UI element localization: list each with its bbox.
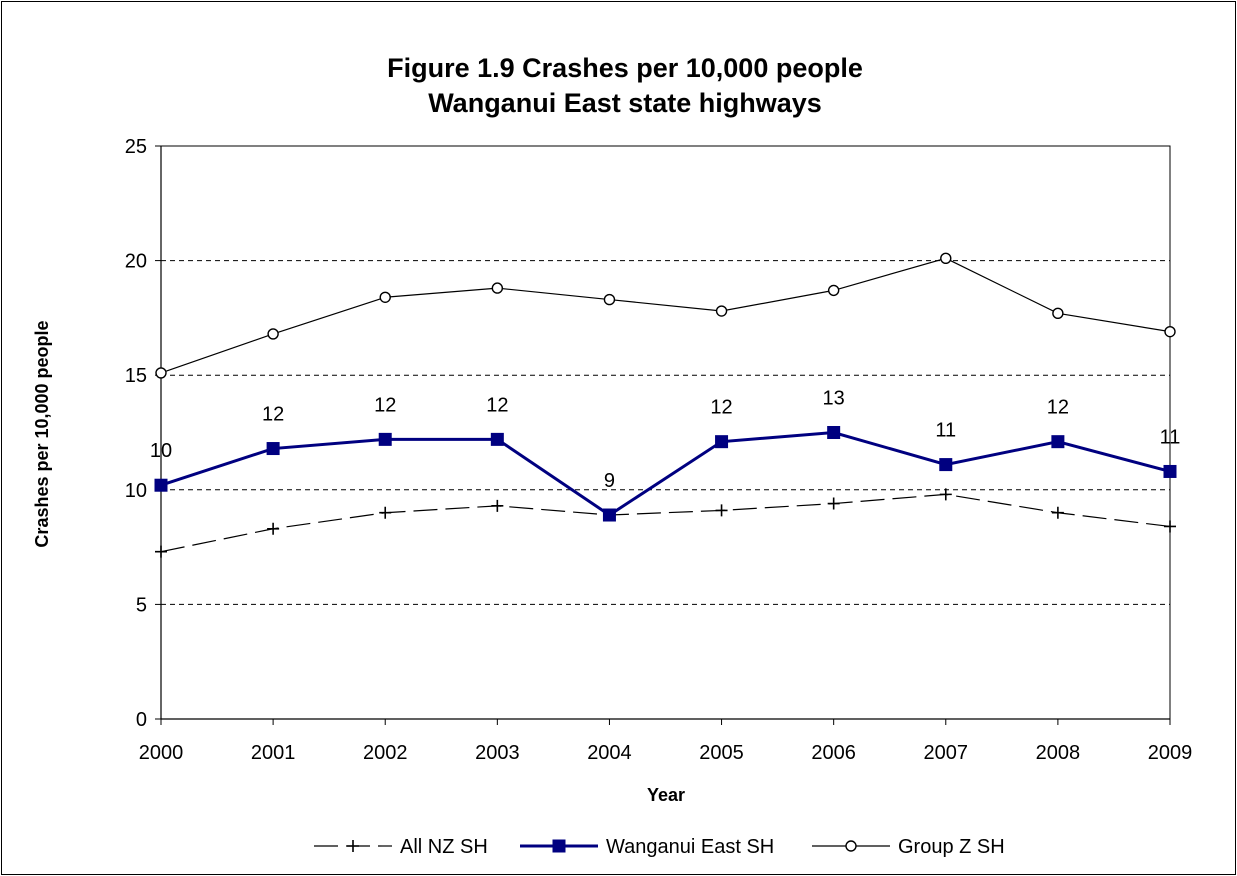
data-point-group-z-sh: [379, 291, 391, 303]
data-point-all-nz-sh: [715, 504, 728, 517]
x-axis-title: Year: [647, 785, 685, 805]
data-label: 12: [262, 404, 284, 426]
y-tick-label: 15: [125, 365, 147, 387]
chart-subtitle: Wanganui East state highways: [428, 88, 822, 118]
y-tick-label: 25: [125, 136, 147, 158]
x-tick-label: 2007: [924, 742, 969, 764]
data-point-group-z-sh: [940, 252, 952, 265]
series-line-group-z-sh: [160, 257, 1171, 374]
data-point-all-nz-sh: [939, 488, 952, 501]
data-point-wanganui-east-sh: [378, 432, 392, 446]
legend: All NZ SH Wanganui East SH Group Z SH: [314, 836, 1005, 858]
y-tick-label: 5: [136, 594, 147, 616]
y-tick-label: 0: [136, 709, 147, 731]
data-point-group-z-sh: [715, 305, 728, 317]
data-point-wanganui-east-sh: [939, 458, 953, 472]
data-point-wanganui-east-sh: [602, 508, 616, 522]
data-point-group-z-sh: [267, 328, 279, 340]
data-point-wanganui-east-sh: [1163, 464, 1177, 478]
data-point-wanganui-east-sh: [715, 435, 729, 449]
legend-marker-group-z-sh: [845, 840, 857, 852]
data-label: 12: [486, 394, 508, 416]
x-tick-label: 2002: [363, 742, 408, 764]
data-point-group-z-sh: [155, 367, 167, 379]
data-point-group-z-sh: [603, 293, 616, 306]
data-point-wanganui-east-sh: [266, 442, 280, 456]
data-label: 12: [710, 397, 732, 419]
data-point-all-nz-sh: [491, 499, 504, 512]
series-line-all-nz-sh: [160, 493, 1171, 553]
data-label: 12: [1047, 397, 1069, 419]
data-label: 9: [604, 470, 615, 492]
data-label: 10: [150, 440, 172, 462]
legend-marker-all-nz-sh: [347, 840, 359, 852]
legend-label-wanganui-east-sh: Wanganui East SH: [606, 836, 774, 858]
data-label: 11: [1160, 426, 1181, 448]
data-point-all-nz-sh: [1164, 520, 1176, 533]
x-tick-label: 2001: [251, 742, 296, 764]
x-tick-label: 2008: [1036, 742, 1081, 764]
legend-label-group-z-sh: Group Z SH: [898, 836, 1005, 858]
legend-marker-wanganui-east-sh: [552, 839, 566, 853]
x-tick-label: 2009: [1148, 742, 1193, 764]
data-point-all-nz-sh: [827, 497, 840, 510]
series-line-wanganui-east-sh: [160, 430, 1171, 517]
x-tick-label: 2005: [699, 742, 744, 764]
data-label: 13: [823, 388, 845, 410]
x-tick-label: 2003: [475, 742, 520, 764]
data-point-all-nz-sh: [1051, 506, 1064, 519]
data-label: 12: [374, 394, 396, 416]
data-point-all-nz-sh: [379, 506, 392, 519]
y-tick-label: 20: [125, 251, 147, 273]
y-tick-label: 10: [125, 480, 147, 502]
legend-label-all-nz-sh: All NZ SH: [400, 836, 488, 858]
chart-title: Figure 1.9 Crashes per 10,000 people: [387, 53, 863, 83]
data-point-all-nz-sh: [267, 522, 280, 535]
data-point-group-z-sh: [491, 282, 504, 294]
x-tick-label: 2004: [587, 742, 632, 764]
plot-border: [160, 145, 1171, 720]
plot-area: 0 5 10 15 20 25 2000 2001 2002 2003 2004 2005 2006 20…: [125, 136, 1193, 764]
data-point-wanganui-east-sh: [490, 432, 504, 446]
data-point-group-z-sh: [1164, 325, 1176, 338]
data-point-all-nz-sh: [155, 545, 167, 558]
data-point-wanganui-east-sh: [154, 478, 168, 492]
data-point-wanganui-east-sh: [1051, 435, 1065, 449]
x-tick-label: 2000: [139, 742, 184, 764]
data-point-group-z-sh: [827, 284, 840, 297]
y-axis-title: Crashes per 10,000 people: [32, 320, 52, 547]
data-label: 11: [935, 420, 956, 442]
data-point-wanganui-east-sh: [827, 426, 841, 439]
data-point-group-z-sh: [1052, 307, 1064, 320]
x-tick-label: 2006: [811, 742, 856, 764]
